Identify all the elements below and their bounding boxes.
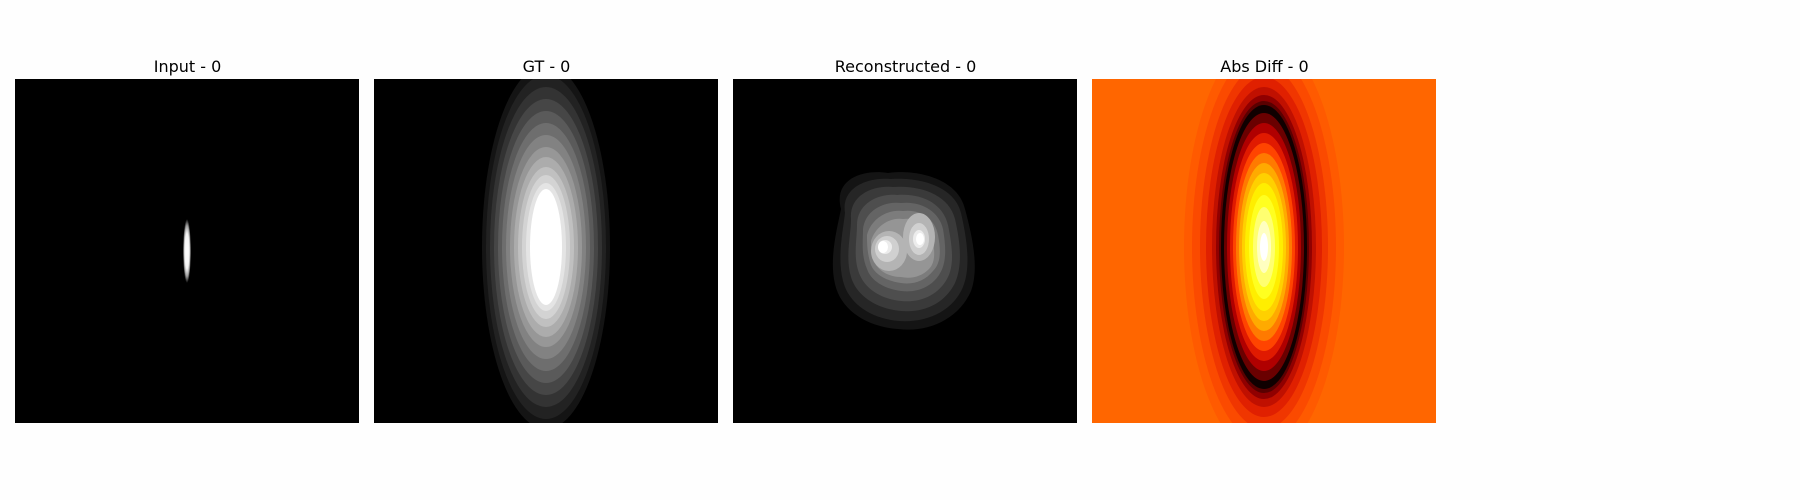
input-slice-image bbox=[15, 79, 359, 423]
abs-diff-heatmap bbox=[1092, 79, 1436, 423]
panel-title-input: Input - 0 bbox=[153, 57, 222, 76]
panel-title-reconstructed: Reconstructed - 0 bbox=[834, 57, 977, 76]
panel-abs-diff: Abs Diff - 0 bbox=[1092, 55, 1437, 423]
panel-gt: GT - 0 bbox=[374, 55, 719, 423]
panel-input: Input - 0 bbox=[15, 55, 360, 423]
panel-title-gt: GT - 0 bbox=[522, 57, 571, 76]
reconstructed-image bbox=[733, 79, 1077, 423]
panel-title-abs-diff: Abs Diff - 0 bbox=[1220, 57, 1309, 76]
ground-truth-image bbox=[374, 79, 718, 423]
panel-reconstructed: Reconstructed - 0 bbox=[733, 55, 1078, 423]
